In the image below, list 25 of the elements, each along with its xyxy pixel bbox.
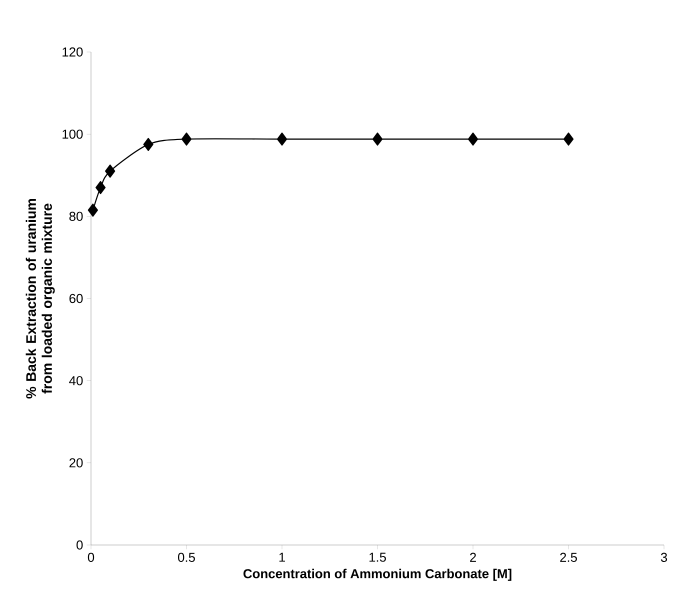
point bbox=[468, 132, 478, 146]
y-tick-label: 40 bbox=[69, 376, 83, 386]
point bbox=[143, 138, 154, 152]
y-tick-label: 20 bbox=[69, 458, 83, 468]
x-tick-label: 2.5 bbox=[560, 552, 577, 562]
x-axis-title: Concentration of Ammonium Carbonate [M] bbox=[243, 568, 512, 581]
y-tick-label: 100 bbox=[62, 130, 83, 139]
point bbox=[105, 164, 116, 178]
y-tick-label: 120 bbox=[62, 47, 83, 57]
x-tick-label: 0.5 bbox=[178, 552, 195, 562]
y-tick-label: 0 bbox=[76, 540, 83, 550]
x-tick-label: 1 bbox=[279, 552, 285, 562]
x-tick-label: 0 bbox=[88, 552, 94, 562]
y-axis-title: % Back Extraction of uranium from loaded organic mixture bbox=[26, 198, 55, 399]
y-tick-label: 60 bbox=[69, 294, 83, 304]
x-tick-label: 2 bbox=[470, 552, 476, 562]
point bbox=[95, 180, 106, 194]
point bbox=[88, 204, 98, 217]
point bbox=[276, 132, 288, 146]
x-tick-label: 3 bbox=[660, 552, 668, 562]
point bbox=[372, 132, 383, 146]
y-tick-label: 80 bbox=[69, 212, 83, 221]
point bbox=[563, 132, 574, 146]
x-tick-label: 1.5 bbox=[369, 552, 386, 562]
point bbox=[181, 132, 192, 146]
